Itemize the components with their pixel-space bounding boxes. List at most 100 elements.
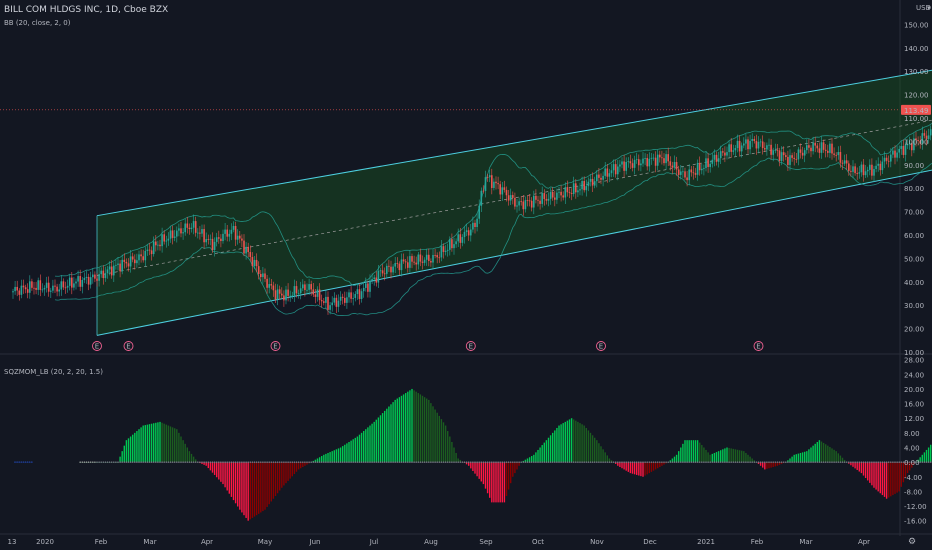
momentum-bar[interactable] [531,456,533,463]
candle-body[interactable] [908,143,911,145]
momentum-bar[interactable] [440,419,443,463]
candle-body[interactable] [688,169,690,181]
candle-body[interactable] [100,270,102,275]
momentum-bar[interactable] [762,462,764,468]
candle-body[interactable] [675,162,678,170]
momentum-bar[interactable] [678,451,680,463]
momentum-bar[interactable] [220,462,222,482]
momentum-bar[interactable] [894,462,896,494]
momentum-bar[interactable] [560,424,562,463]
candle-body[interactable] [743,143,745,146]
candle-body[interactable] [68,277,71,286]
candle-body[interactable] [43,287,46,290]
momentum-bar[interactable] [169,426,172,463]
momentum-bar[interactable] [757,462,760,464]
momentum-bar[interactable] [787,460,789,463]
momentum-bar[interactable] [293,462,296,475]
candle-body[interactable] [62,281,65,288]
momentum-bar[interactable] [459,459,461,463]
candle-body[interactable] [644,158,646,159]
momentum-bar[interactable] [134,432,136,463]
momentum-bar[interactable] [738,450,741,463]
momentum-bar[interactable] [673,456,676,463]
candle-body[interactable] [581,181,583,190]
momentum-bar[interactable] [442,422,445,463]
candle-body[interactable] [896,152,898,158]
momentum-bar[interactable] [671,458,674,463]
momentum-bar[interactable] [594,437,596,463]
momentum-bar[interactable] [325,453,327,463]
momentum-bar[interactable] [478,462,480,479]
momentum-bar[interactable] [774,462,776,467]
momentum-bar[interactable] [157,422,159,463]
momentum-bar[interactable] [554,430,556,463]
candle-body[interactable] [522,201,525,210]
candle-body[interactable] [400,259,403,271]
candle-body[interactable] [467,230,470,236]
candle-body[interactable] [293,286,296,296]
momentum-bar[interactable] [827,445,829,463]
momentum-bar[interactable] [381,413,384,463]
candle-body[interactable] [877,163,879,166]
candle-body[interactable] [887,160,890,162]
candle-body[interactable] [665,154,667,164]
momentum-bar[interactable] [715,452,718,463]
momentum-bar[interactable] [390,404,392,463]
momentum-bar[interactable] [457,458,459,463]
momentum-bar[interactable] [407,391,409,463]
candle-body[interactable] [591,178,594,186]
candle-body[interactable] [917,140,919,142]
earnings-marker-icon[interactable] [596,341,606,351]
momentum-bar[interactable] [583,425,585,463]
candle-body[interactable] [740,145,743,152]
candle-body[interactable] [818,148,821,153]
candle-body[interactable] [530,200,533,208]
momentum-bar[interactable] [579,423,581,463]
momentum-bar[interactable] [138,429,140,463]
candle-body[interactable] [383,273,386,275]
candle-body[interactable] [528,200,531,202]
momentum-bar[interactable] [287,462,289,481]
momentum-bar[interactable] [350,440,352,463]
momentum-bar[interactable] [148,424,151,463]
candle-body[interactable] [919,141,921,144]
momentum-bar[interactable] [728,447,730,463]
momentum-bar[interactable] [474,462,476,474]
momentum-bar[interactable] [497,462,499,503]
candle-body[interactable] [333,297,336,303]
candle-body[interactable] [608,173,611,177]
momentum-bar[interactable] [285,462,287,484]
candle-body[interactable] [890,154,892,162]
momentum-bar[interactable] [270,462,272,502]
momentum-bar[interactable] [274,462,277,496]
candle-body[interactable] [438,257,441,259]
candle-body[interactable] [549,191,552,199]
candle-body[interactable] [377,270,380,283]
momentum-bar[interactable] [589,432,592,463]
momentum-bar[interactable] [661,462,663,466]
candle-body[interactable] [833,153,835,155]
candle-body[interactable] [558,191,560,193]
candle-body[interactable] [682,171,684,173]
candle-body[interactable] [621,161,623,165]
momentum-bar[interactable] [890,462,892,497]
candle-body[interactable] [318,289,321,301]
momentum-bar[interactable] [258,462,260,514]
candle-body[interactable] [694,173,697,175]
candle-body[interactable] [276,289,279,300]
candle-body[interactable] [663,158,665,164]
momentum-bar[interactable] [398,397,401,463]
candle-body[interactable] [526,200,529,201]
candle-body[interactable] [320,300,323,302]
candle-body[interactable] [358,289,361,299]
momentum-bar[interactable] [302,462,304,468]
momentum-bar[interactable] [400,395,403,463]
candle-body[interactable] [518,201,520,206]
momentum-bar[interactable] [900,462,902,487]
candle-body[interactable] [159,244,161,247]
momentum-bar[interactable] [627,462,629,472]
momentum-bar[interactable] [930,444,932,463]
momentum-bar[interactable] [726,447,728,463]
momentum-bar[interactable] [822,442,825,463]
candle-body[interactable] [732,150,735,152]
